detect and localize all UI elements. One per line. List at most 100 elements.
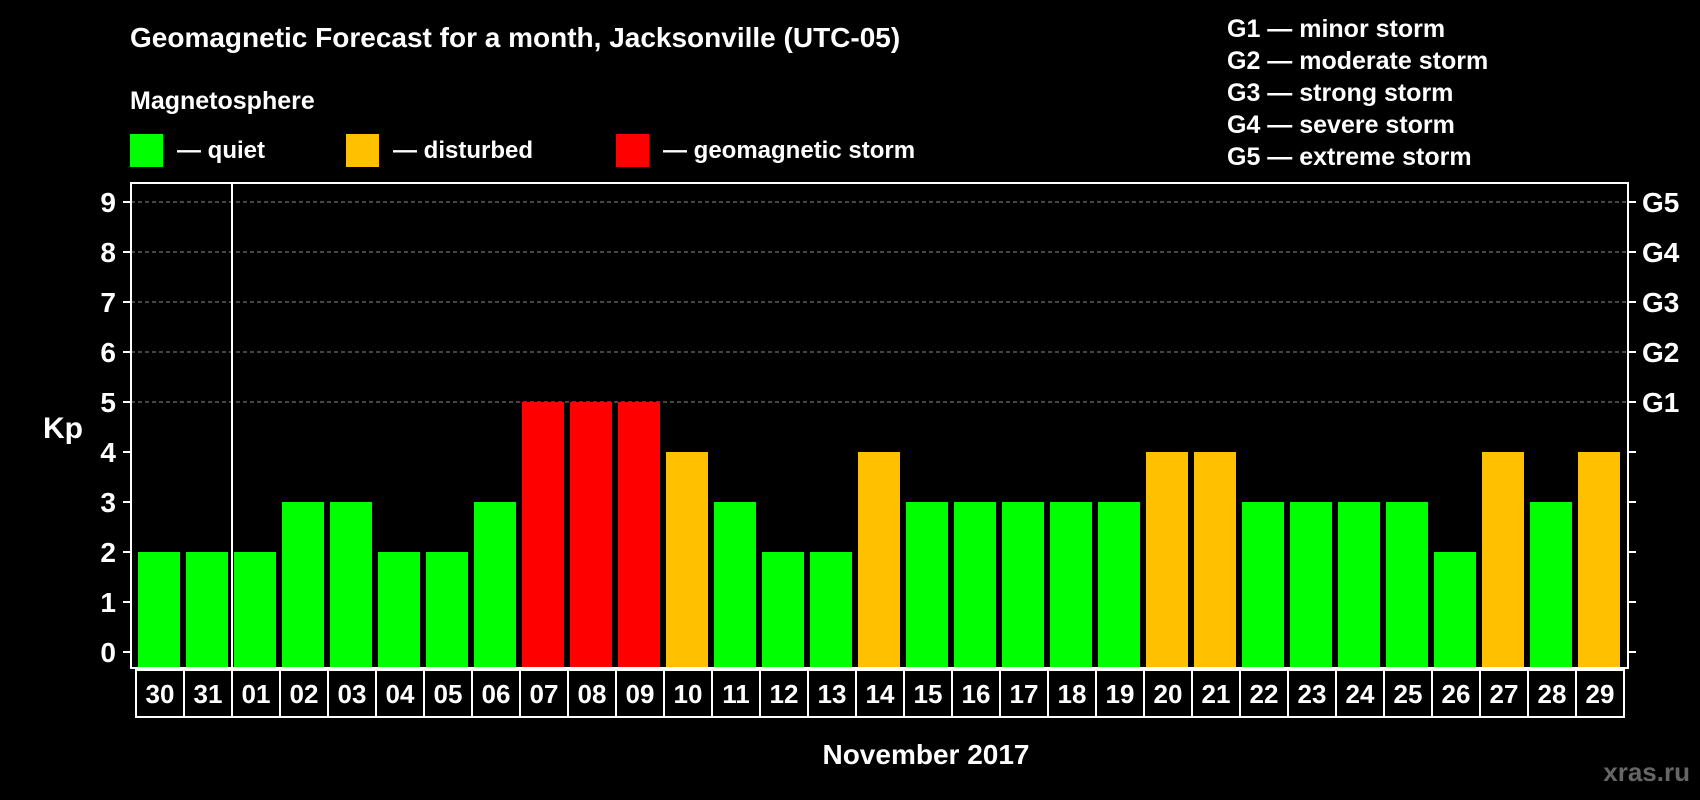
- x-tick-label: 01: [242, 679, 271, 709]
- legend-label: — quiet: [177, 137, 265, 164]
- x-cell: [279, 669, 329, 718]
- x-tick-label: 02: [290, 679, 319, 709]
- y-tick-label: 7: [100, 287, 116, 318]
- plot-frame: [130, 182, 1629, 669]
- x-cell: [1095, 669, 1145, 718]
- y-tick-label: 9: [100, 187, 116, 218]
- x-cell: [1047, 669, 1097, 718]
- storm-level-label: G2: [1642, 337, 1679, 368]
- legend-swatch: [130, 134, 163, 167]
- y-tick-label: 3: [100, 487, 116, 518]
- x-cell: [567, 669, 617, 718]
- y-tick-label: 1: [100, 587, 116, 618]
- x-tick-label: 07: [530, 679, 559, 709]
- storm-level-axis: G1 G2 G3 G4 G5: [1628, 187, 1680, 653]
- x-cell: [759, 669, 809, 718]
- x-cell: [1191, 669, 1241, 718]
- x-axis: 30 31 01 02 03 04 05 06 07 08 09 10 11 12 13 14 15 16 17 18…: [135, 669, 1625, 718]
- bar: [474, 502, 516, 668]
- storm-scale-item: G1 — minor storm: [1227, 15, 1445, 43]
- bar: [1434, 552, 1476, 668]
- bar: [378, 552, 420, 668]
- bar: [1290, 502, 1332, 668]
- legend-label: — disturbed: [393, 137, 533, 164]
- x-cell: [1431, 669, 1481, 718]
- x-cell: [519, 669, 569, 718]
- legend-swatch: [346, 134, 379, 167]
- x-tick-label: 06: [482, 679, 511, 709]
- bar: [666, 452, 708, 668]
- x-tick-label: 21: [1202, 679, 1231, 709]
- x-tick-label: 28: [1538, 679, 1567, 709]
- bar: [234, 552, 276, 668]
- bar: [858, 452, 900, 668]
- x-tick-label: 19: [1106, 679, 1135, 709]
- x-tick-label: 14: [866, 679, 895, 709]
- storm-scale-item: G5 — extreme storm: [1227, 143, 1472, 171]
- legend-label: — geomagnetic storm: [663, 137, 915, 164]
- x-cell: [903, 669, 953, 718]
- bar: [1482, 452, 1524, 668]
- bar: [618, 402, 660, 668]
- bar: [1530, 502, 1572, 668]
- bar: [1050, 502, 1092, 668]
- x-tick-label: 10: [674, 679, 703, 709]
- bar: [1146, 452, 1188, 668]
- x-cell: [471, 669, 521, 718]
- x-cell: [1575, 669, 1625, 718]
- storm-scale-item: G4 — severe storm: [1227, 111, 1455, 139]
- storm-scale-item: G3 — strong storm: [1227, 79, 1453, 107]
- x-tick-label: 15: [914, 679, 943, 709]
- y-tick-label: 4: [100, 437, 116, 468]
- legend: — quiet — disturbed — geomagnetic storm: [130, 134, 915, 167]
- bar: [1386, 502, 1428, 668]
- x-tick-label: 24: [1346, 679, 1375, 709]
- y-tick-label: 6: [100, 337, 116, 368]
- x-cell: [855, 669, 905, 718]
- storm-level-label: G4: [1642, 237, 1680, 268]
- bar: [282, 502, 324, 668]
- x-cell: [1479, 669, 1529, 718]
- bar: [714, 502, 756, 668]
- bar: [1338, 502, 1380, 668]
- storm-scale-legend: G1 — minor storm G2 — moderate storm G3 — …: [1227, 15, 1488, 171]
- x-tick-label: 05: [434, 679, 463, 709]
- bar: [1242, 502, 1284, 668]
- bar: [1578, 452, 1620, 668]
- x-cell: [663, 669, 713, 718]
- x-tick-label: 31: [194, 679, 223, 709]
- legend-swatch: [616, 134, 649, 167]
- y-tick-label: 0: [100, 637, 116, 668]
- storm-scale-item: G2 — moderate storm: [1227, 47, 1488, 75]
- x-tick-label: 11: [722, 679, 750, 709]
- bar: [954, 502, 996, 668]
- bar: [426, 552, 468, 668]
- x-tick-label: 20: [1154, 679, 1183, 709]
- bar: [1098, 502, 1140, 668]
- x-tick-label: 23: [1298, 679, 1327, 709]
- x-cell: [951, 669, 1001, 718]
- bar: [186, 552, 228, 668]
- bar: [330, 502, 372, 668]
- x-cell: [711, 669, 761, 718]
- bar: [906, 502, 948, 668]
- x-cell: [999, 669, 1049, 718]
- x-tick-label: 30: [146, 679, 175, 709]
- storm-level-label: G1: [1642, 387, 1679, 418]
- x-cell: [375, 669, 425, 718]
- bar: [522, 402, 564, 668]
- bar: [1002, 502, 1044, 668]
- x-cell: [1335, 669, 1385, 718]
- x-cell: [1239, 669, 1289, 718]
- y-tick-label: 8: [100, 237, 116, 268]
- x-tick-label: 04: [386, 679, 415, 709]
- bar: [1194, 452, 1236, 668]
- x-tick-label: 03: [338, 679, 367, 709]
- y-axis-label: Kp: [43, 412, 83, 445]
- bar: [810, 552, 852, 668]
- x-tick-label: 26: [1442, 679, 1471, 709]
- bar: [762, 552, 804, 668]
- y-axis: 0 1 2 3 4 5 6 7 8 9: [100, 187, 131, 668]
- x-tick-label: 17: [1010, 679, 1039, 709]
